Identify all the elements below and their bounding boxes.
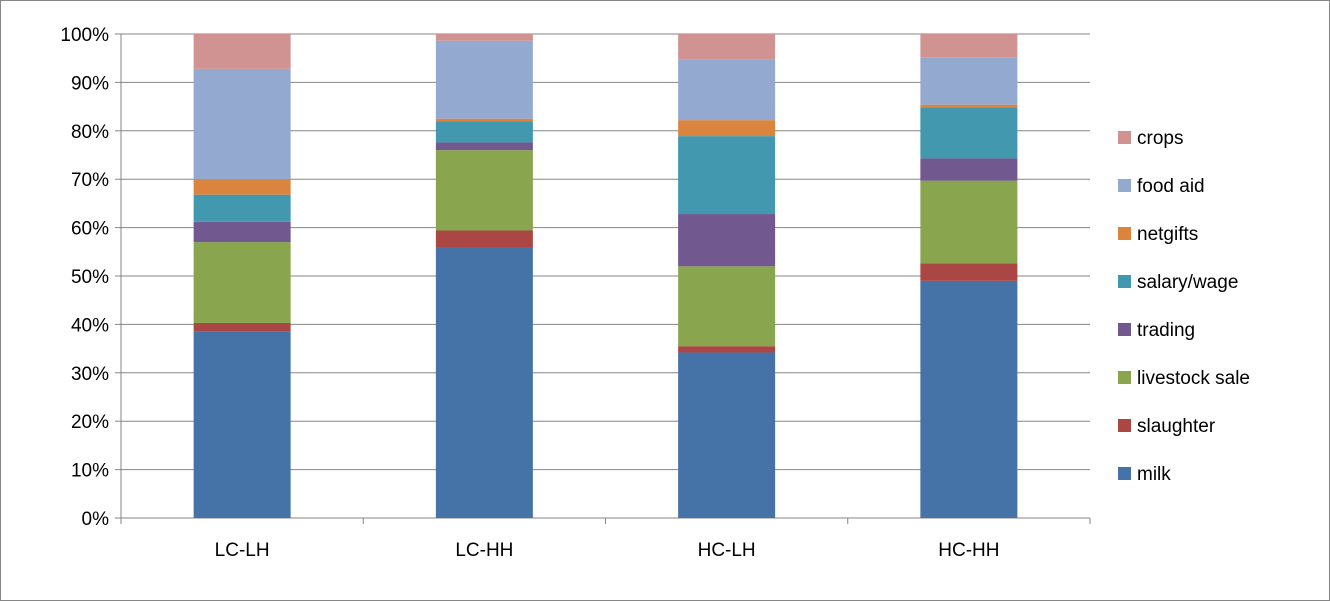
bar-segment	[678, 346, 776, 353]
legend-label: livestock sale	[1137, 368, 1250, 389]
bar-segment	[193, 331, 291, 518]
bar-segment	[920, 57, 1018, 105]
x-tick-label: HC-LH	[698, 540, 756, 561]
y-tick-label: 0%	[82, 509, 110, 530]
bar-segment	[920, 34, 1018, 58]
bar-segment	[920, 263, 1018, 281]
bar-segment	[920, 107, 1018, 159]
bar-segment	[435, 118, 533, 122]
legend-swatch	[1118, 179, 1131, 192]
bar-segment	[435, 121, 533, 143]
legend-swatch	[1118, 275, 1131, 288]
legend-label: slaughter	[1137, 416, 1216, 437]
legend-label: trading	[1137, 320, 1195, 341]
bar-segment	[193, 221, 291, 243]
legend-label: food aid	[1137, 176, 1205, 197]
bar-segment	[193, 68, 291, 180]
bar-segment	[920, 104, 1018, 108]
bar-segment	[435, 247, 533, 519]
bar-segment	[678, 59, 776, 121]
legend-label: netgifts	[1137, 224, 1198, 245]
y-tick-label: 80%	[71, 122, 109, 143]
bar-segment	[193, 34, 291, 69]
legend-label: crops	[1137, 128, 1183, 149]
bar-segment	[678, 34, 776, 60]
legend-swatch	[1118, 131, 1131, 144]
bar-segment	[678, 214, 776, 267]
bar-segment	[435, 150, 533, 231]
x-tick-label: HC-HH	[938, 540, 999, 561]
legend-swatch	[1118, 227, 1131, 240]
legend-label: salary/wage	[1137, 272, 1238, 293]
bar-segment	[920, 180, 1018, 264]
legend-swatch	[1118, 323, 1131, 336]
legend-label: milk	[1137, 464, 1171, 485]
x-tick-label: LC-HH	[455, 540, 513, 561]
y-tick-label: 100%	[60, 25, 109, 46]
y-tick-label: 90%	[71, 73, 109, 94]
legend-swatch	[1118, 419, 1131, 432]
bar-segment	[435, 142, 533, 151]
bar-segment	[920, 280, 1018, 518]
y-tick-label: 10%	[71, 461, 109, 482]
y-tick-label: 50%	[71, 267, 109, 288]
bar-segment	[435, 230, 533, 248]
bar-segment	[435, 34, 533, 41]
bar-segment	[678, 136, 776, 215]
bar-segment	[678, 352, 776, 518]
bar-segment	[193, 179, 291, 195]
bar-segment	[920, 158, 1018, 181]
y-tick-label: 40%	[71, 315, 109, 336]
bar-segment	[435, 40, 533, 119]
y-tick-label: 20%	[71, 412, 109, 433]
y-tick-label: 70%	[71, 170, 109, 191]
legend-swatch	[1118, 371, 1131, 384]
x-tick-label: LC-LH	[215, 540, 270, 561]
legend-swatch	[1118, 467, 1131, 480]
y-tick-label: 30%	[71, 364, 109, 385]
bar-segment	[193, 194, 291, 222]
bar-segment	[193, 242, 291, 323]
bar-segment	[678, 266, 776, 347]
bar-segment	[193, 322, 291, 332]
y-tick-label: 60%	[71, 219, 109, 240]
bar-segment	[678, 120, 776, 137]
